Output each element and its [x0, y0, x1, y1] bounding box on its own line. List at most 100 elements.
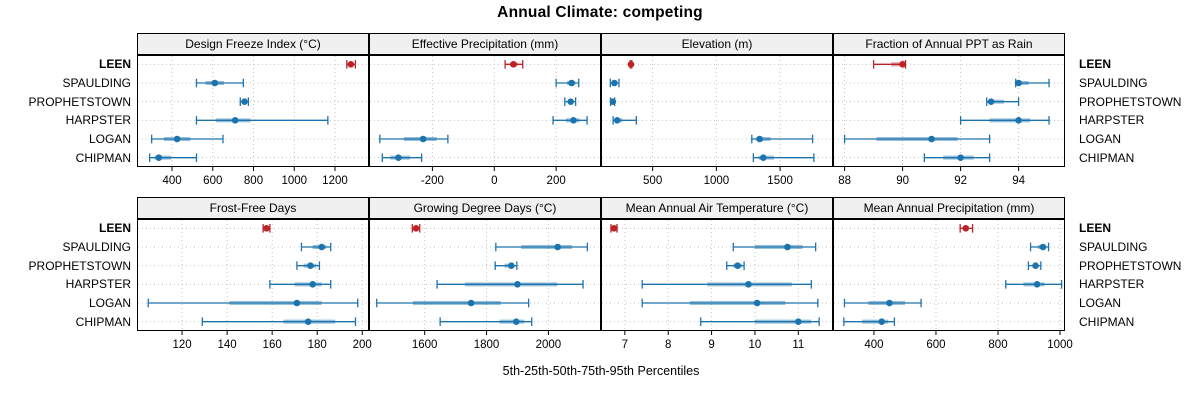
row-label-right-leen-r2: LEEN	[1079, 221, 1112, 236]
x-tick-label: 120	[172, 339, 192, 351]
row-label-right-logan-r1: LOGAN	[1079, 132, 1122, 146]
interval-chipman	[923, 153, 991, 162]
median-dot	[627, 61, 635, 68]
interval-spaulding	[1029, 242, 1050, 252]
row-label-right-prophetstown-r2: PROPHETSTOWN	[1079, 258, 1182, 273]
row-label-right-chipman-r1: CHIPMAN	[1079, 150, 1135, 165]
interval-prophetstown	[239, 97, 250, 106]
interval-chipman	[752, 153, 815, 162]
interval-leen	[411, 224, 421, 233]
interval-prophetstown	[1027, 261, 1042, 270]
row-label-left-leen-r1: LEEN	[98, 57, 131, 72]
row-label-right-harpster-r2: HARPSTER	[1079, 277, 1145, 292]
panel-strip-frost-free-days: Frost-Free Days	[137, 197, 369, 219]
panel-strip-growing-degree-days-c: Growing Degree Days (°C)	[369, 197, 601, 219]
interval-harpster	[552, 116, 588, 125]
row-label-left-logan-r1: LOGAN	[88, 132, 131, 146]
interval-logan	[376, 298, 530, 308]
median-dot	[211, 79, 219, 87]
row-label-right-spaulding-r2: SPAULDING	[1079, 240, 1148, 254]
median-dot	[155, 154, 163, 161]
interval-logan	[151, 134, 224, 144]
x-tick-label: -200	[420, 175, 444, 187]
x-tick-label: 1500	[767, 175, 793, 187]
interval-spaulding	[300, 242, 332, 252]
x-tick-label: 94	[1012, 175, 1025, 187]
median-dot	[412, 225, 420, 232]
x-tick-label: 400	[864, 339, 884, 351]
x-tick-label: 200	[352, 339, 372, 351]
panel-plot-design-freeze-index-c	[137, 55, 369, 171]
row-label-left-harpster-r2: HARPSTER	[65, 277, 131, 292]
interval-harpster	[959, 116, 1050, 125]
x-tick-label: 9	[708, 339, 715, 351]
panel-border	[137, 55, 369, 167]
median-dot	[241, 98, 248, 105]
median-dot	[467, 299, 475, 307]
interval-leen	[262, 224, 271, 233]
median-dot	[795, 318, 802, 325]
median-dot	[568, 79, 575, 87]
median-dot	[510, 61, 517, 68]
x-tick-label: 0	[491, 175, 498, 187]
x-tick-label: 1800	[473, 339, 500, 351]
median-dot	[1032, 262, 1039, 269]
interval-harpster	[269, 280, 332, 289]
interval-harpster	[1005, 280, 1063, 289]
interval-spaulding	[555, 78, 580, 88]
panel-plot-frost-free-days	[137, 219, 369, 335]
median-dot	[395, 154, 402, 161]
panel-strip-fraction-of-annual-ppt-as-rain: Fraction of Annual PPT as Rain	[833, 33, 1065, 55]
panel-strip-elevation-m: Elevation (m)	[601, 33, 833, 55]
panel-plot-mean-annual-air-temperature-c	[601, 219, 833, 335]
panel-border	[601, 55, 833, 167]
panel-plot-effective-precipitation-mm	[369, 55, 601, 171]
median-dot	[1015, 79, 1022, 87]
x-tick-label: 1000	[281, 175, 308, 187]
x-tick-label: 88	[838, 175, 851, 187]
interval-chipman	[843, 317, 896, 326]
median-dot	[318, 243, 325, 251]
median-dot	[928, 135, 935, 143]
row-label-right-prophetstown-r1: PROPHETSTOWN	[1079, 94, 1182, 109]
row-label-right-chipman-r2: CHIPMAN	[1079, 314, 1135, 329]
median-dot	[734, 262, 741, 269]
x-tick-label: 7	[621, 339, 629, 351]
interval-leen	[346, 60, 357, 69]
x-tick-label: 1200	[322, 175, 348, 187]
x-tick-label: 90	[896, 175, 909, 187]
median-dot	[745, 281, 752, 288]
row-label-left-chipman-r1: CHIPMAN	[75, 150, 131, 165]
row-label-left-logan-r2: LOGAN	[88, 296, 131, 310]
row-label-left-prophetstown-r1: PROPHETSTOWN	[28, 94, 131, 109]
x-tick-label: 8	[665, 339, 672, 351]
interval-logan	[751, 134, 814, 144]
interval-harpster	[195, 116, 329, 125]
interval-chipman	[439, 317, 533, 326]
median-dot	[1033, 281, 1041, 288]
median-dot	[957, 154, 964, 161]
interval-logan	[843, 134, 991, 144]
median-dot	[293, 299, 301, 307]
median-dot	[231, 117, 239, 124]
x-tick-label: 10	[748, 339, 762, 351]
panel-border	[369, 219, 601, 331]
x-tick-label: 1000	[703, 175, 730, 187]
chart-title: Annual Climate: competing	[497, 4, 703, 21]
interval-logan	[379, 134, 449, 144]
median-dot	[304, 318, 312, 325]
interval-leen	[627, 60, 635, 69]
median-dot	[759, 154, 767, 161]
panel-border	[833, 219, 1065, 331]
interval-leen	[610, 224, 618, 233]
median-dot	[570, 117, 577, 124]
median-dot	[507, 262, 515, 269]
median-dot	[610, 225, 618, 232]
median-dot	[1015, 117, 1022, 124]
x-tick-label: 500	[643, 175, 663, 187]
median-dot	[1039, 243, 1047, 251]
panel-border	[369, 55, 601, 167]
row-label-right-harpster-r1: HARPSTER	[1079, 113, 1145, 128]
x-tick-label: 400	[162, 175, 182, 187]
